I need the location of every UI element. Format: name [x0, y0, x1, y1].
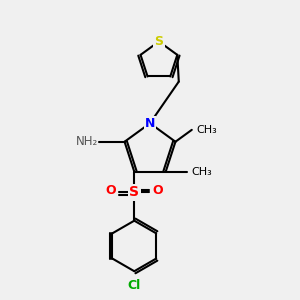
Text: O: O [106, 184, 116, 197]
Text: S: S [154, 35, 164, 48]
Text: O: O [152, 184, 163, 197]
Text: CH₃: CH₃ [191, 167, 212, 177]
Text: NH₂: NH₂ [76, 135, 98, 148]
Text: S: S [129, 185, 139, 200]
Text: Cl: Cl [128, 279, 141, 292]
Text: N: N [145, 117, 155, 130]
Text: CH₃: CH₃ [196, 125, 217, 135]
